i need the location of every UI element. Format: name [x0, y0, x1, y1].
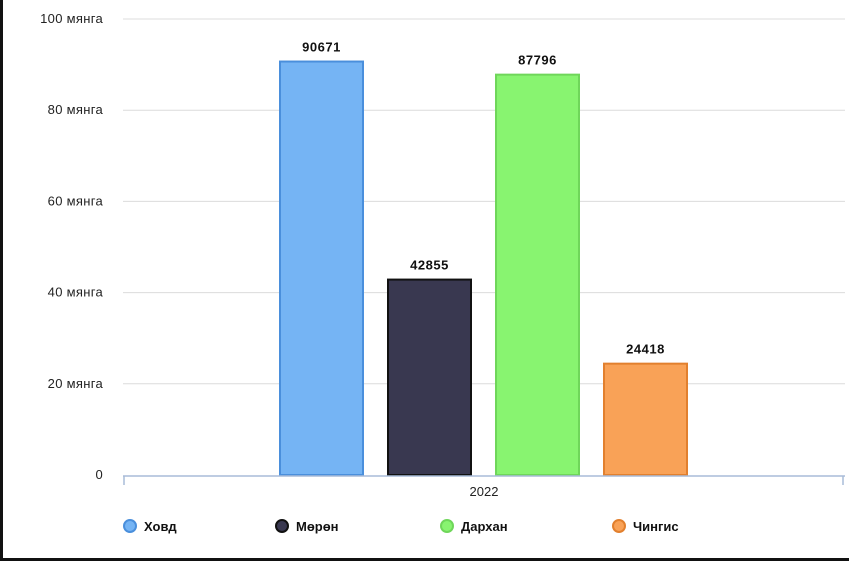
data-label: 42855	[410, 258, 449, 273]
legend-label: Мөрөн	[296, 519, 339, 534]
x-category-label: 2022	[470, 484, 499, 499]
legend-item[interactable]: Дархан	[440, 519, 508, 534]
y-tick-label: 20 мянга	[48, 376, 104, 391]
legend-marker	[440, 519, 454, 533]
legend-item[interactable]: Ховд	[123, 519, 177, 534]
legend-marker	[123, 519, 137, 533]
bars	[279, 60, 688, 477]
data-label: 87796	[518, 53, 557, 68]
legend-marker	[275, 519, 289, 533]
y-tick-label: 100 мянга	[40, 11, 103, 26]
y-axis-tick-labels: 0 20 мянга 40 мянга 60 мянга 80 мянга 100 мян…	[40, 11, 103, 482]
bar-1[interactable]	[279, 60, 364, 476]
gridlines	[123, 18, 845, 385]
bar-4[interactable]	[603, 362, 688, 477]
y-tick-label: 0	[95, 467, 103, 482]
data-labels: 90671 42855 87796 24418	[302, 40, 665, 357]
y-tick-label: 60 мянга	[48, 193, 104, 208]
legend-marker	[612, 519, 626, 533]
legend-label: Ховд	[144, 519, 177, 534]
legend-label: Дархан	[461, 519, 508, 534]
legend[interactable]: Ховд Мөрөн Дархан Чингис	[123, 519, 679, 534]
bar-3[interactable]	[495, 73, 580, 476]
bar-2[interactable]	[387, 278, 472, 476]
legend-label: Чингис	[633, 519, 679, 534]
x-axis: 2022	[123, 475, 845, 499]
y-tick-label: 40 мянга	[48, 285, 104, 300]
legend-item[interactable]: Чингис	[612, 519, 679, 534]
data-label: 24418	[626, 342, 665, 357]
data-label: 90671	[302, 40, 341, 55]
y-tick-label: 80 мянга	[48, 102, 104, 117]
legend-item[interactable]: Мөрөн	[275, 519, 339, 534]
